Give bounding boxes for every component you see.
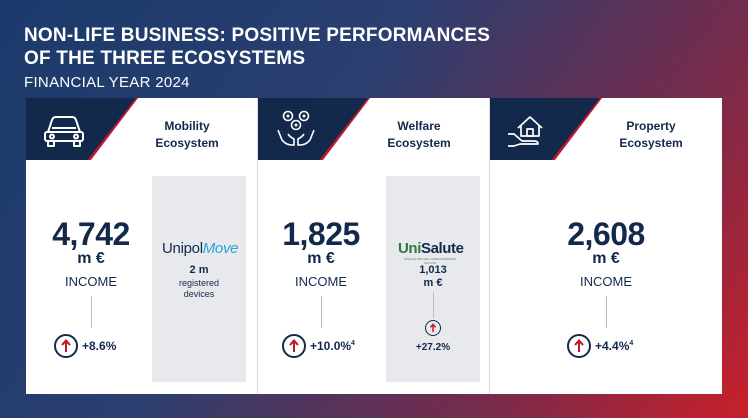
mobility-income-label: INCOME — [65, 274, 117, 289]
car-icon — [44, 116, 84, 147]
property-card: Property Ecosystem 2,608 m € INCOME +4.4… — [490, 98, 722, 394]
title-line-1: NON-LIFE BUSINESS: POSITIVE PERFORMANCES — [24, 25, 491, 46]
property-income-value: 2,608 — [567, 216, 645, 252]
welfare-income-value: 1,825 — [282, 216, 360, 252]
welfare-hands-icon — [277, 110, 315, 146]
page-title: NON-LIFE BUSINESS: POSITIVE PERFORMANCES… — [24, 24, 490, 70]
property-growth: +4.4%4 — [567, 334, 633, 358]
mobility-income-value: 4,742 — [52, 216, 130, 252]
divider — [433, 292, 434, 318]
welfare-income-label: INCOME — [295, 274, 347, 289]
divider — [91, 296, 92, 328]
mobility-income-unit: m € — [77, 250, 105, 267]
unisalute-value: 1,013 — [419, 264, 447, 276]
page-subtitle: FINANCIAL YEAR 2024 — [24, 74, 190, 91]
arrow-up-icon — [425, 320, 441, 336]
divider — [321, 296, 322, 328]
welfare-growth: +10.0%4 — [282, 334, 355, 358]
arrow-up-icon — [54, 334, 78, 358]
arrow-up-icon — [282, 334, 306, 358]
welfare-card: Welfare Ecosystem 1,825 m € INCOME +10.0… — [258, 98, 490, 394]
mobility-growth: +8.6% — [54, 334, 116, 358]
unisalute-growth: +27.2% — [415, 342, 451, 353]
unipolmove-box — [152, 176, 246, 382]
unipolmove-logo: UnipolMove — [162, 240, 239, 257]
unisalute-unit: m € — [423, 277, 443, 289]
devices-value: 2 m — [189, 264, 209, 276]
title-line-2: OF THE THREE ECOSYSTEMS — [24, 48, 306, 69]
unisalute-tagline: SPECIALISTI NELL'ASSICURAZIONE SALUTE — [404, 257, 456, 265]
property-label: Property Ecosystem — [619, 119, 683, 150]
property-growth-value: +4.4%4 — [595, 339, 634, 353]
house-in-hand-icon — [508, 116, 543, 147]
unisalute-box — [386, 176, 480, 382]
mobility-card: Mobility Ecosystem 4,742 m € INCOME +8.6… — [26, 98, 258, 394]
ecosystems-panel: Mobility Ecosystem 4,742 m € INCOME +8.6… — [26, 98, 722, 394]
devices-text: registered devices — [178, 278, 220, 299]
mobility-label: Mobility Ecosystem — [155, 119, 219, 150]
divider — [606, 296, 607, 328]
unisalute-arrow — [425, 320, 441, 336]
unisalute-logo: UniSalute — [398, 240, 464, 257]
property-income-unit: m € — [592, 250, 620, 267]
welfare-label: Welfare Ecosystem — [387, 119, 451, 150]
property-income-label: INCOME — [580, 274, 632, 289]
arrow-up-icon — [567, 334, 591, 358]
welfare-income-unit: m € — [307, 250, 335, 267]
welfare-growth-value: +10.0%4 — [310, 339, 355, 353]
